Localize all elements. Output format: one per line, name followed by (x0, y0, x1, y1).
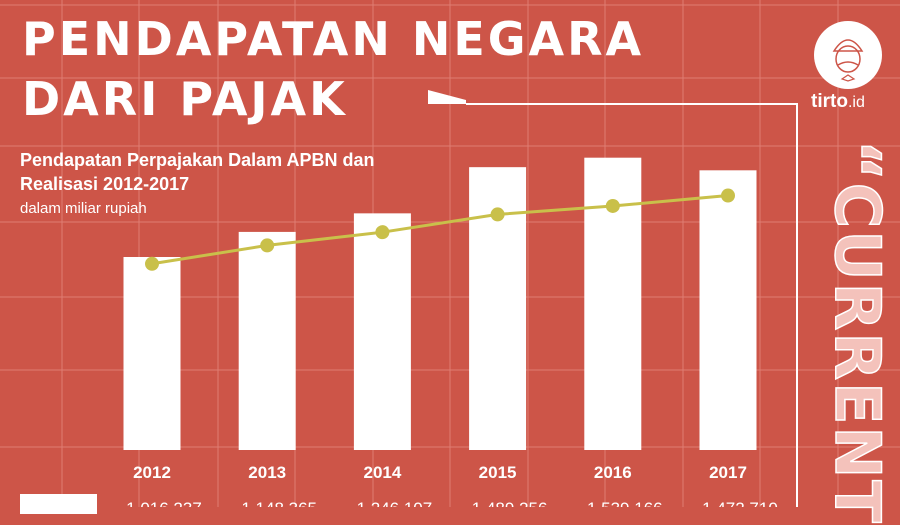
x-tick-label-2013: 2013 (248, 463, 286, 482)
bar-2014 (353, 213, 411, 450)
title-line-1: PENDAPATAN NEGARA (22, 12, 645, 66)
frame-line (466, 103, 798, 507)
title-line-2: DARI PAJAK (22, 72, 348, 126)
value-label-2015: 1.489.256 (472, 499, 548, 507)
legend-swatch-apbn (20, 494, 97, 514)
realisasi-point-2017 (721, 188, 735, 203)
realisasi-point-2013 (260, 238, 275, 253)
x-tick-label-2016: 2016 (594, 463, 632, 482)
realisasi-point-2012 (145, 256, 159, 271)
x-tick-label-2017: 2017 (709, 463, 747, 482)
x-tick-label-2012: 2012 (133, 463, 171, 482)
bar-2017 (699, 170, 757, 450)
chart-subtitle-line-1: Pendapatan Perpajakan Dalam APBN dan (20, 150, 375, 170)
chart-subtitle-line-2: Realisasi 2012-2017 (20, 174, 190, 194)
brand-logo-text: tirto.id (811, 91, 865, 112)
value-label-2017: 1.472.710 (702, 499, 778, 507)
x-tick-label-2015: 2015 (479, 463, 517, 482)
value-label-2016: 1.539.166 (587, 499, 663, 507)
realisasi-point-2016 (605, 198, 620, 213)
x-tick-label-2014: 2014 (363, 463, 401, 482)
tirto-mascot-logo (814, 21, 882, 89)
realisasi-point-2014 (375, 225, 390, 240)
realisasi-point-2015 (490, 207, 505, 222)
unit-label: dalam miliar rupiah (20, 200, 147, 217)
value-label-2013: 1.148.365 (241, 499, 317, 507)
side-current-text: “CURRENT (820, 139, 895, 525)
realisasi-line (151, 194, 729, 266)
bar-2013 (238, 231, 296, 450)
chart: 2012 2013 2014 2015 2016 2017 1.016.237 1.148.… (123, 90, 798, 507)
title-pointer-shape (428, 90, 466, 104)
value-label-2014: 1.246.107 (357, 499, 433, 507)
value-label-2012: 1.016.237 (126, 499, 202, 507)
bar-2012 (123, 257, 181, 450)
